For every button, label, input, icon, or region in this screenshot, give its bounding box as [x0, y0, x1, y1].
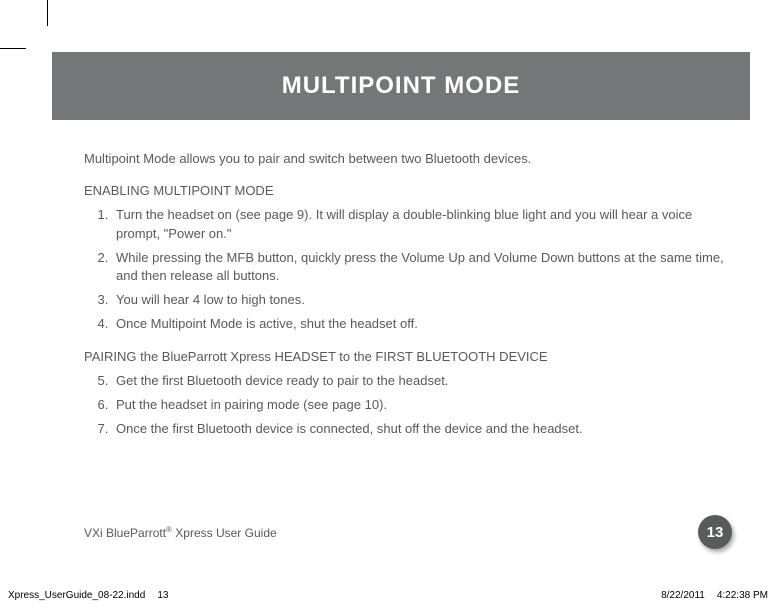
slug-time: 4:22:38 PM [717, 590, 768, 601]
content-panel: MULTIPOINT MODE Multipoint Mode allows y… [52, 52, 750, 563]
print-slug: Xpress_UserGuide_08-22.indd 13 8/22/2011 4… [8, 590, 768, 601]
footer-row: VXi BlueParrott® Xpress User Guide 13 [84, 515, 732, 549]
pairing-list: Get the first Bluetooth device ready to … [84, 372, 726, 439]
list-item: Turn the headset on (see page 9). It wil… [112, 206, 726, 242]
page-title: MULTIPOINT MODE [282, 72, 521, 100]
section-heading-pairing: PAIRING the BlueParrott Xpress HEADSET t… [84, 348, 726, 366]
header-bar: MULTIPOINT MODE [52, 52, 750, 120]
slug-right: 8/22/2011 4:22:38 PM [661, 590, 768, 601]
list-item: Once Multipoint Mode is active, shut the… [112, 315, 726, 333]
list-item: Put the headset in pairing mode (see pag… [112, 396, 726, 414]
intro-paragraph: Multipoint Mode allows you to pair and s… [84, 150, 726, 168]
list-item: Get the first Bluetooth device ready to … [112, 372, 726, 390]
slug-date: 8/22/2011 [661, 590, 705, 601]
slug-left: Xpress_UserGuide_08-22.indd 13 [8, 590, 168, 601]
slug-file: Xpress_UserGuide_08-22.indd [8, 590, 145, 601]
page: MULTIPOINT MODE Multipoint Mode allows y… [0, 0, 778, 613]
section-heading-enabling: ENABLING MULTIPOINT MODE [84, 182, 726, 200]
body-text: Multipoint Mode allows you to pair and s… [52, 120, 750, 438]
slug-page: 13 [157, 590, 168, 601]
guide-name: VXi BlueParrott® Xpress User Guide [84, 525, 277, 540]
list-item: While pressing the MFB button, quickly p… [112, 249, 726, 285]
guide-prefix: VXi BlueParrott [84, 526, 166, 540]
page-number: 13 [707, 524, 724, 541]
guide-suffix: Xpress User Guide [172, 526, 277, 540]
enabling-list: Turn the headset on (see page 9). It wil… [84, 206, 726, 333]
crop-mark-horizontal [0, 48, 26, 49]
list-item: Once the first Bluetooth device is conne… [112, 420, 726, 438]
page-number-badge: 13 [698, 515, 732, 549]
crop-mark-vertical [47, 0, 48, 26]
list-item: You will hear 4 low to high tones. [112, 291, 726, 309]
